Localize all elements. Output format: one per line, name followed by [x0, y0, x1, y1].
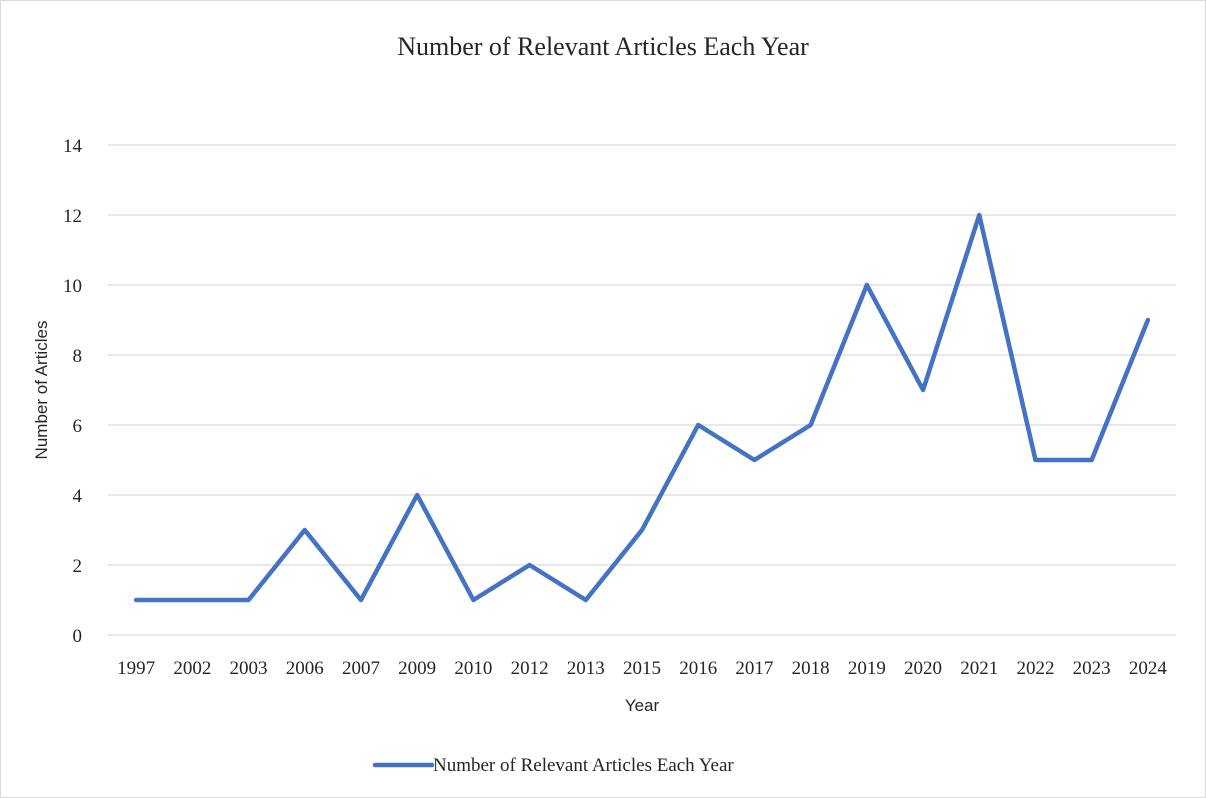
y-tick-label: 6 — [73, 416, 83, 437]
y-tick-label: 0 — [73, 626, 83, 647]
x-tick-label: 2022 — [1016, 658, 1054, 679]
x-tick-label: 2021 — [960, 658, 998, 679]
y-tick-label: 8 — [73, 346, 83, 367]
x-tick-label: 2013 — [567, 658, 605, 679]
x-tick-label: 2002 — [173, 658, 211, 679]
x-tick-label: 2007 — [342, 658, 380, 679]
x-tick-label: 2017 — [735, 658, 773, 679]
x-axis-title: Year — [625, 696, 660, 715]
x-tick-label: 2009 — [398, 658, 436, 679]
x-tick-label: 2015 — [623, 658, 661, 679]
y-tick-label: 2 — [73, 556, 83, 577]
y-tick-label: 12 — [63, 206, 82, 227]
chart-title: Number of Relevant Articles Each Year — [397, 32, 809, 61]
x-tick-label: 2010 — [454, 658, 492, 679]
gridlines — [108, 144, 1176, 636]
x-tick-label: 2003 — [230, 658, 268, 679]
x-tick-label: 2023 — [1073, 658, 1111, 679]
y-tick-label: 14 — [63, 136, 83, 157]
x-tick-label: 2012 — [511, 658, 549, 679]
series-layer — [133, 212, 1151, 603]
x-tick-label: 2016 — [679, 658, 717, 679]
y-tick-label: 10 — [63, 276, 82, 297]
x-tick-label: 1997 — [117, 658, 155, 679]
series-line — [133, 212, 1151, 603]
y-tick-label: 4 — [73, 486, 83, 507]
y-axis-title: Number of Articles — [32, 321, 51, 460]
x-tick-label: 2006 — [286, 658, 324, 679]
x-tick-label: 2020 — [904, 658, 942, 679]
x-tick-label: 2024 — [1129, 658, 1168, 679]
x-axis-ticks: 1997 2002 2003 2006 2007 2009 2010 2012 2013 2015… — [117, 658, 1167, 679]
x-tick-label: 2019 — [848, 658, 886, 679]
x-tick-label: 2018 — [792, 658, 830, 679]
y-axis-ticks: 0 2 4 6 8 10 12 14 — [63, 136, 83, 647]
legend-label: Number of Relevant Articles Each Year — [433, 755, 734, 776]
legend: Number of Relevant Articles Each Year — [372, 755, 734, 776]
